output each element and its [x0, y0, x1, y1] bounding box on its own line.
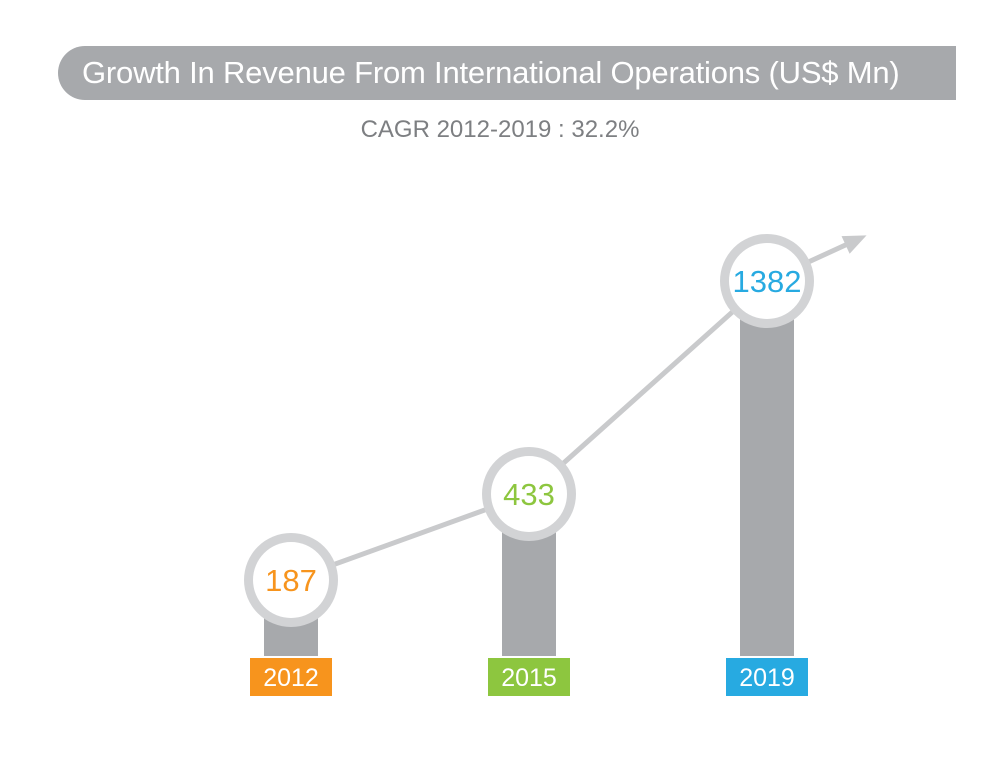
category-label-2012: 2012: [263, 664, 319, 692]
value-circle-2019: [729, 243, 805, 319]
category-label-2019: 2019: [739, 664, 795, 692]
chart-title: Growth In Revenue From International Ope…: [82, 55, 900, 90]
trend-arrowhead-icon: [841, 235, 867, 254]
bar-2019: [740, 281, 794, 656]
category-box-2019: [726, 658, 808, 696]
category-label-2015: 2015: [501, 664, 557, 692]
category-box-2015: [488, 658, 570, 696]
data-label-2015: 433: [503, 477, 555, 512]
category-box-2012: [250, 658, 332, 696]
data-label-2012: 187: [265, 563, 317, 598]
chart-title-banner: Growth In Revenue From International Ope…: [58, 46, 956, 100]
value-circle-2015: [491, 456, 567, 532]
value-circle-2012: [253, 542, 329, 618]
data-label-2019: 1382: [733, 264, 802, 299]
chart-subtitle: CAGR 2012-2019 : 32.2%: [360, 116, 640, 143]
